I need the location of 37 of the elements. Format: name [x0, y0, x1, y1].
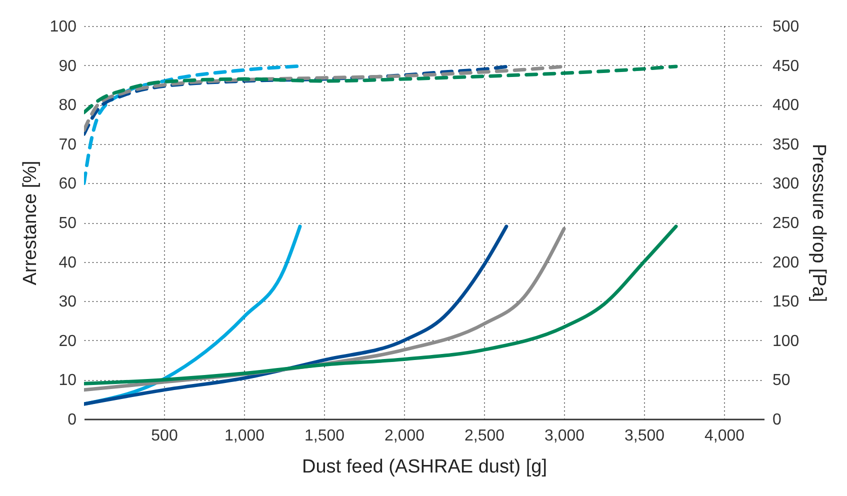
y-tick-label: 100	[50, 18, 77, 36]
x-tick-label: 4,000	[704, 428, 745, 444]
y2-tick-label: 300	[772, 176, 800, 193]
x-tick-label: 1,000	[224, 428, 265, 444]
line-series	[84, 224, 508, 406]
x-tick-label: 3,000	[544, 428, 585, 444]
y2-tick-label: 200	[772, 254, 800, 272]
y2-tick-label: 500	[772, 18, 800, 36]
x-tick-label: 2,000	[384, 428, 425, 444]
y-axis-title: Arrestance [%]	[20, 160, 41, 286]
y2-tick-label: 100	[772, 332, 800, 350]
line-series	[84, 64, 510, 136]
line-series	[84, 224, 678, 386]
y-tick-label: 20	[58, 332, 77, 350]
y-tick-label: 90	[58, 58, 77, 75]
y-tick-label: 50	[58, 215, 77, 232]
x-tick-label: 2,500	[464, 428, 505, 444]
y2-tick-label: 0	[772, 412, 782, 428]
x-tick-label: 3,500	[624, 428, 665, 444]
line-series	[84, 64, 678, 114]
y-tick-label: 10	[58, 372, 77, 390]
y-tick-label: 80	[58, 97, 77, 114]
y-tick-label: 0	[68, 412, 77, 428]
y-tick-label: 30	[58, 294, 77, 311]
y2-tick-label: 50	[772, 372, 790, 390]
y-tick-label: 70	[58, 136, 77, 154]
x-axis-title: Dust feed (ASHRAE dust) [g]	[302, 456, 547, 478]
y-tick-label: 60	[58, 176, 77, 193]
y2-tick-label: 150	[772, 294, 800, 311]
y2-tick-label: 400	[772, 97, 800, 114]
x-tick-label: 500	[151, 428, 178, 444]
y2-tick-label: 350	[772, 136, 800, 154]
y-tick-label: 40	[58, 254, 77, 272]
y2-axis-title: Pressure drop [Pa]	[808, 144, 830, 302]
y2-tick-label: 250	[772, 215, 800, 232]
y2-tick-label: 450	[772, 58, 800, 75]
x-tick-label: 1,500	[304, 428, 345, 444]
